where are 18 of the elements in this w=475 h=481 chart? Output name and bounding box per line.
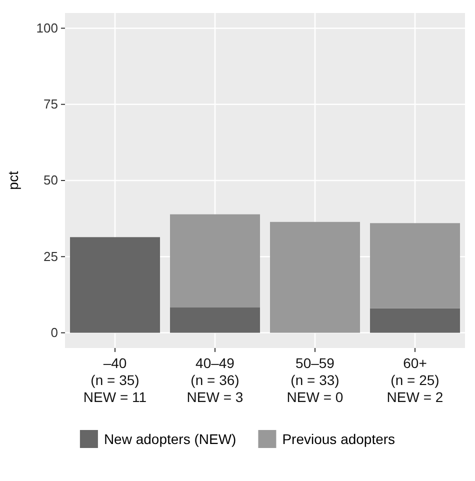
x-tick-label: 60+ (n = 25) NEW = 2	[386, 355, 444, 405]
x-tick-label: –40 (n = 35) NEW = 11	[83, 355, 147, 405]
bar	[270, 222, 360, 333]
y-tick-label: 25	[44, 248, 58, 264]
bar	[170, 214, 260, 308]
y-axis-title: pct	[5, 171, 21, 190]
y-tick-label: 75	[44, 96, 58, 112]
legend-label: Previous adopters	[282, 431, 396, 447]
x-tick-label: 50–59 (n = 33) NEW = 0	[286, 355, 344, 405]
bar	[170, 307, 260, 333]
bar	[370, 308, 460, 333]
legend-label: New adopters (NEW)	[104, 431, 236, 447]
y-tick-label: 0	[50, 324, 58, 340]
bar	[70, 237, 160, 333]
y-tick-label: 50	[44, 172, 58, 188]
y-tick-label: 100	[36, 20, 58, 36]
bar	[370, 223, 460, 308]
x-tick-label: 40–49 (n = 36) NEW = 3	[186, 355, 244, 405]
